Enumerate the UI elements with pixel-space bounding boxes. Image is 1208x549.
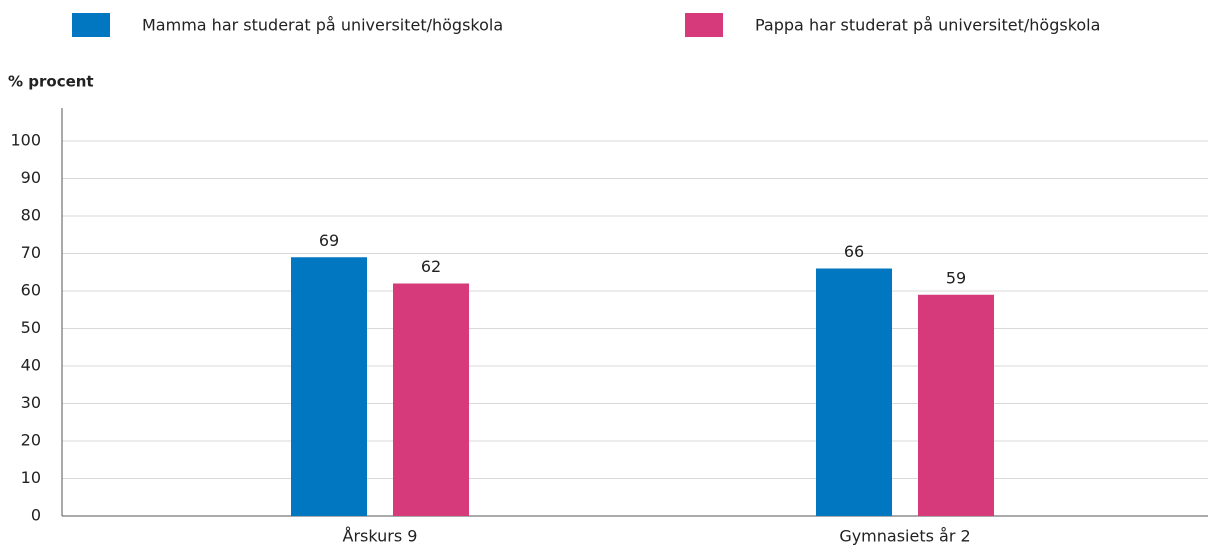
data-label: 59 (946, 268, 966, 287)
y-tick-label: 30 (21, 393, 41, 412)
bar (918, 294, 994, 516)
data-label: 66 (844, 242, 864, 261)
y-tick-label: 0 (31, 506, 41, 525)
bar (393, 283, 469, 516)
bar (816, 268, 892, 516)
legend-swatch (72, 13, 110, 37)
legend-swatch (685, 13, 723, 37)
y-tick-label: 100 (10, 131, 41, 150)
bar (291, 257, 367, 516)
y-tick-label: 20 (21, 431, 41, 450)
legend-label: Pappa har studerat på universitet/högsko… (755, 16, 1100, 35)
y-tick-label: 50 (21, 318, 41, 337)
y-tick-label: 40 (21, 356, 41, 375)
y-tick-label: 70 (21, 243, 41, 262)
legend-label: Mamma har studerat på universitet/högsko… (142, 16, 503, 35)
data-label: 69 (319, 231, 339, 250)
data-label: 62 (421, 257, 441, 276)
y-tick-label: 10 (21, 468, 41, 487)
y-tick-label: 60 (21, 281, 41, 300)
y-axis-label: % procent (8, 73, 94, 91)
y-tick-label: 90 (21, 168, 41, 187)
x-tick-label: Årskurs 9 (343, 527, 418, 546)
x-tick-label: Gymnasiets år 2 (839, 527, 970, 546)
y-tick-label: 80 (21, 206, 41, 225)
